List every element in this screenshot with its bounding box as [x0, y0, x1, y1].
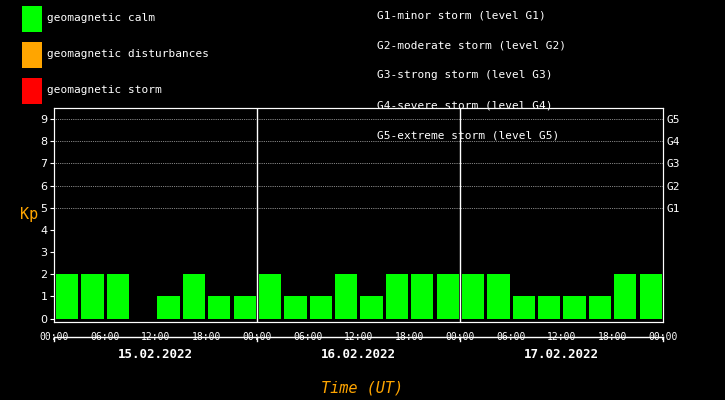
Bar	[538, 296, 560, 319]
Text: G3-strong storm (level G3): G3-strong storm (level G3)	[377, 70, 552, 80]
Bar	[487, 274, 510, 319]
Text: G4-severe storm (level G4): G4-severe storm (level G4)	[377, 100, 552, 110]
Text: 17.02.2022: 17.02.2022	[524, 348, 600, 360]
Bar	[563, 296, 586, 319]
Bar	[411, 274, 434, 319]
Bar	[56, 274, 78, 319]
Bar	[81, 274, 104, 319]
Text: Time (UT): Time (UT)	[321, 380, 404, 396]
Bar	[284, 296, 307, 319]
Text: geomagnetic storm: geomagnetic storm	[47, 85, 162, 95]
Text: G2-moderate storm (level G2): G2-moderate storm (level G2)	[377, 40, 566, 50]
Y-axis label: Kp: Kp	[20, 208, 38, 222]
Text: geomagnetic calm: geomagnetic calm	[47, 13, 155, 23]
Bar	[386, 274, 408, 319]
Bar	[589, 296, 611, 319]
Bar	[436, 274, 459, 319]
Text: 16.02.2022: 16.02.2022	[321, 348, 397, 360]
Bar	[107, 274, 129, 319]
Bar	[310, 296, 332, 319]
Bar	[233, 296, 256, 319]
Text: G5-extreme storm (level G5): G5-extreme storm (level G5)	[377, 130, 559, 140]
Text: geomagnetic disturbances: geomagnetic disturbances	[47, 49, 209, 59]
Bar	[513, 296, 535, 319]
Bar	[259, 274, 281, 319]
Text: G1-minor storm (level G1): G1-minor storm (level G1)	[377, 10, 546, 20]
Text: 15.02.2022: 15.02.2022	[118, 348, 194, 360]
Bar	[208, 296, 231, 319]
Bar	[183, 274, 205, 319]
Bar	[614, 274, 637, 319]
Bar	[157, 296, 180, 319]
Bar	[462, 274, 484, 319]
Bar	[639, 274, 662, 319]
Bar	[360, 296, 383, 319]
Bar	[335, 274, 357, 319]
